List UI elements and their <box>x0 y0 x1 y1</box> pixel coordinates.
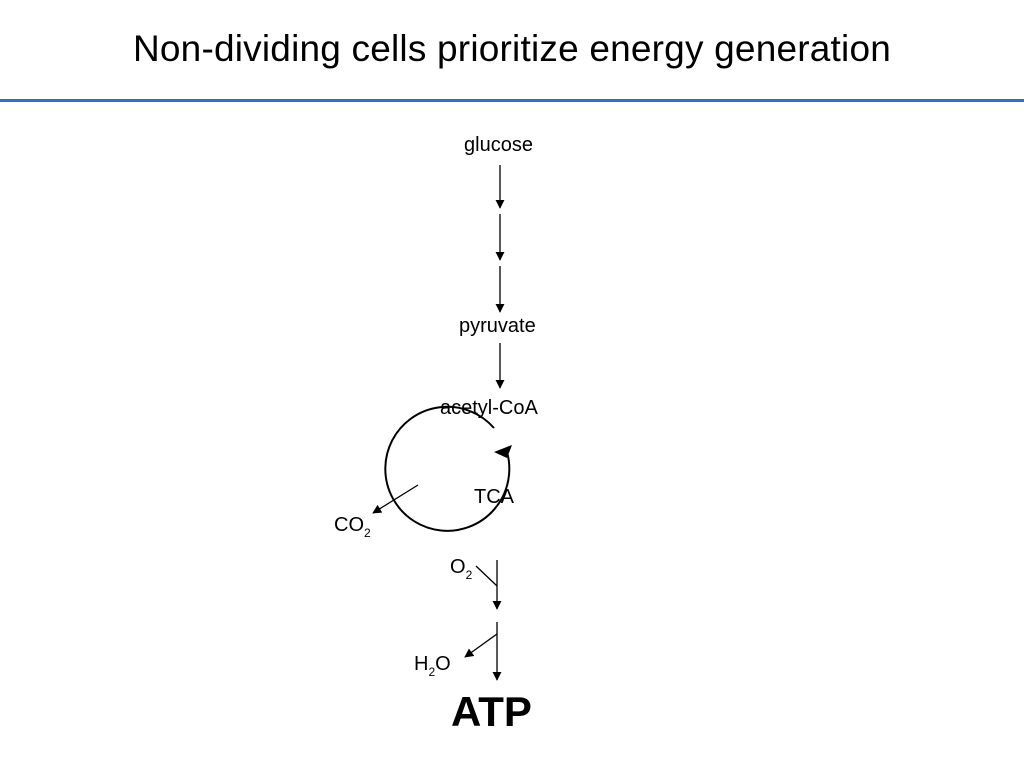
o2-main: O <box>450 556 466 578</box>
co2-label: CO2 <box>334 513 371 540</box>
glucose-label: glucose <box>464 134 533 156</box>
h2o-subscript: 2 <box>428 665 436 679</box>
tca-cycle-arrow <box>384 405 511 532</box>
co2-subscript: 2 <box>364 526 371 540</box>
o2-subscript: 2 <box>465 568 473 582</box>
h2o-h: H <box>414 653 429 675</box>
arrow-co2-release <box>372 484 419 514</box>
o2-label: O2 <box>450 555 473 582</box>
title-divider <box>0 99 1024 102</box>
atp-label: ATP <box>451 688 532 735</box>
page-title: Non-dividing cells prioritize energy gen… <box>132 28 892 69</box>
tca-cycle-arrowhead <box>494 445 512 458</box>
arrow-h2o-release <box>464 633 498 658</box>
o2-input-line <box>475 565 498 587</box>
tca-label: TCA <box>474 486 514 508</box>
pyruvate-label: pyruvate <box>459 315 536 337</box>
h2o-label: H2O <box>414 652 451 679</box>
h2o-o: O <box>435 653 451 675</box>
co2-main: CO <box>334 514 364 536</box>
acetyl-coa-label: acetyl-CoA <box>440 397 538 419</box>
